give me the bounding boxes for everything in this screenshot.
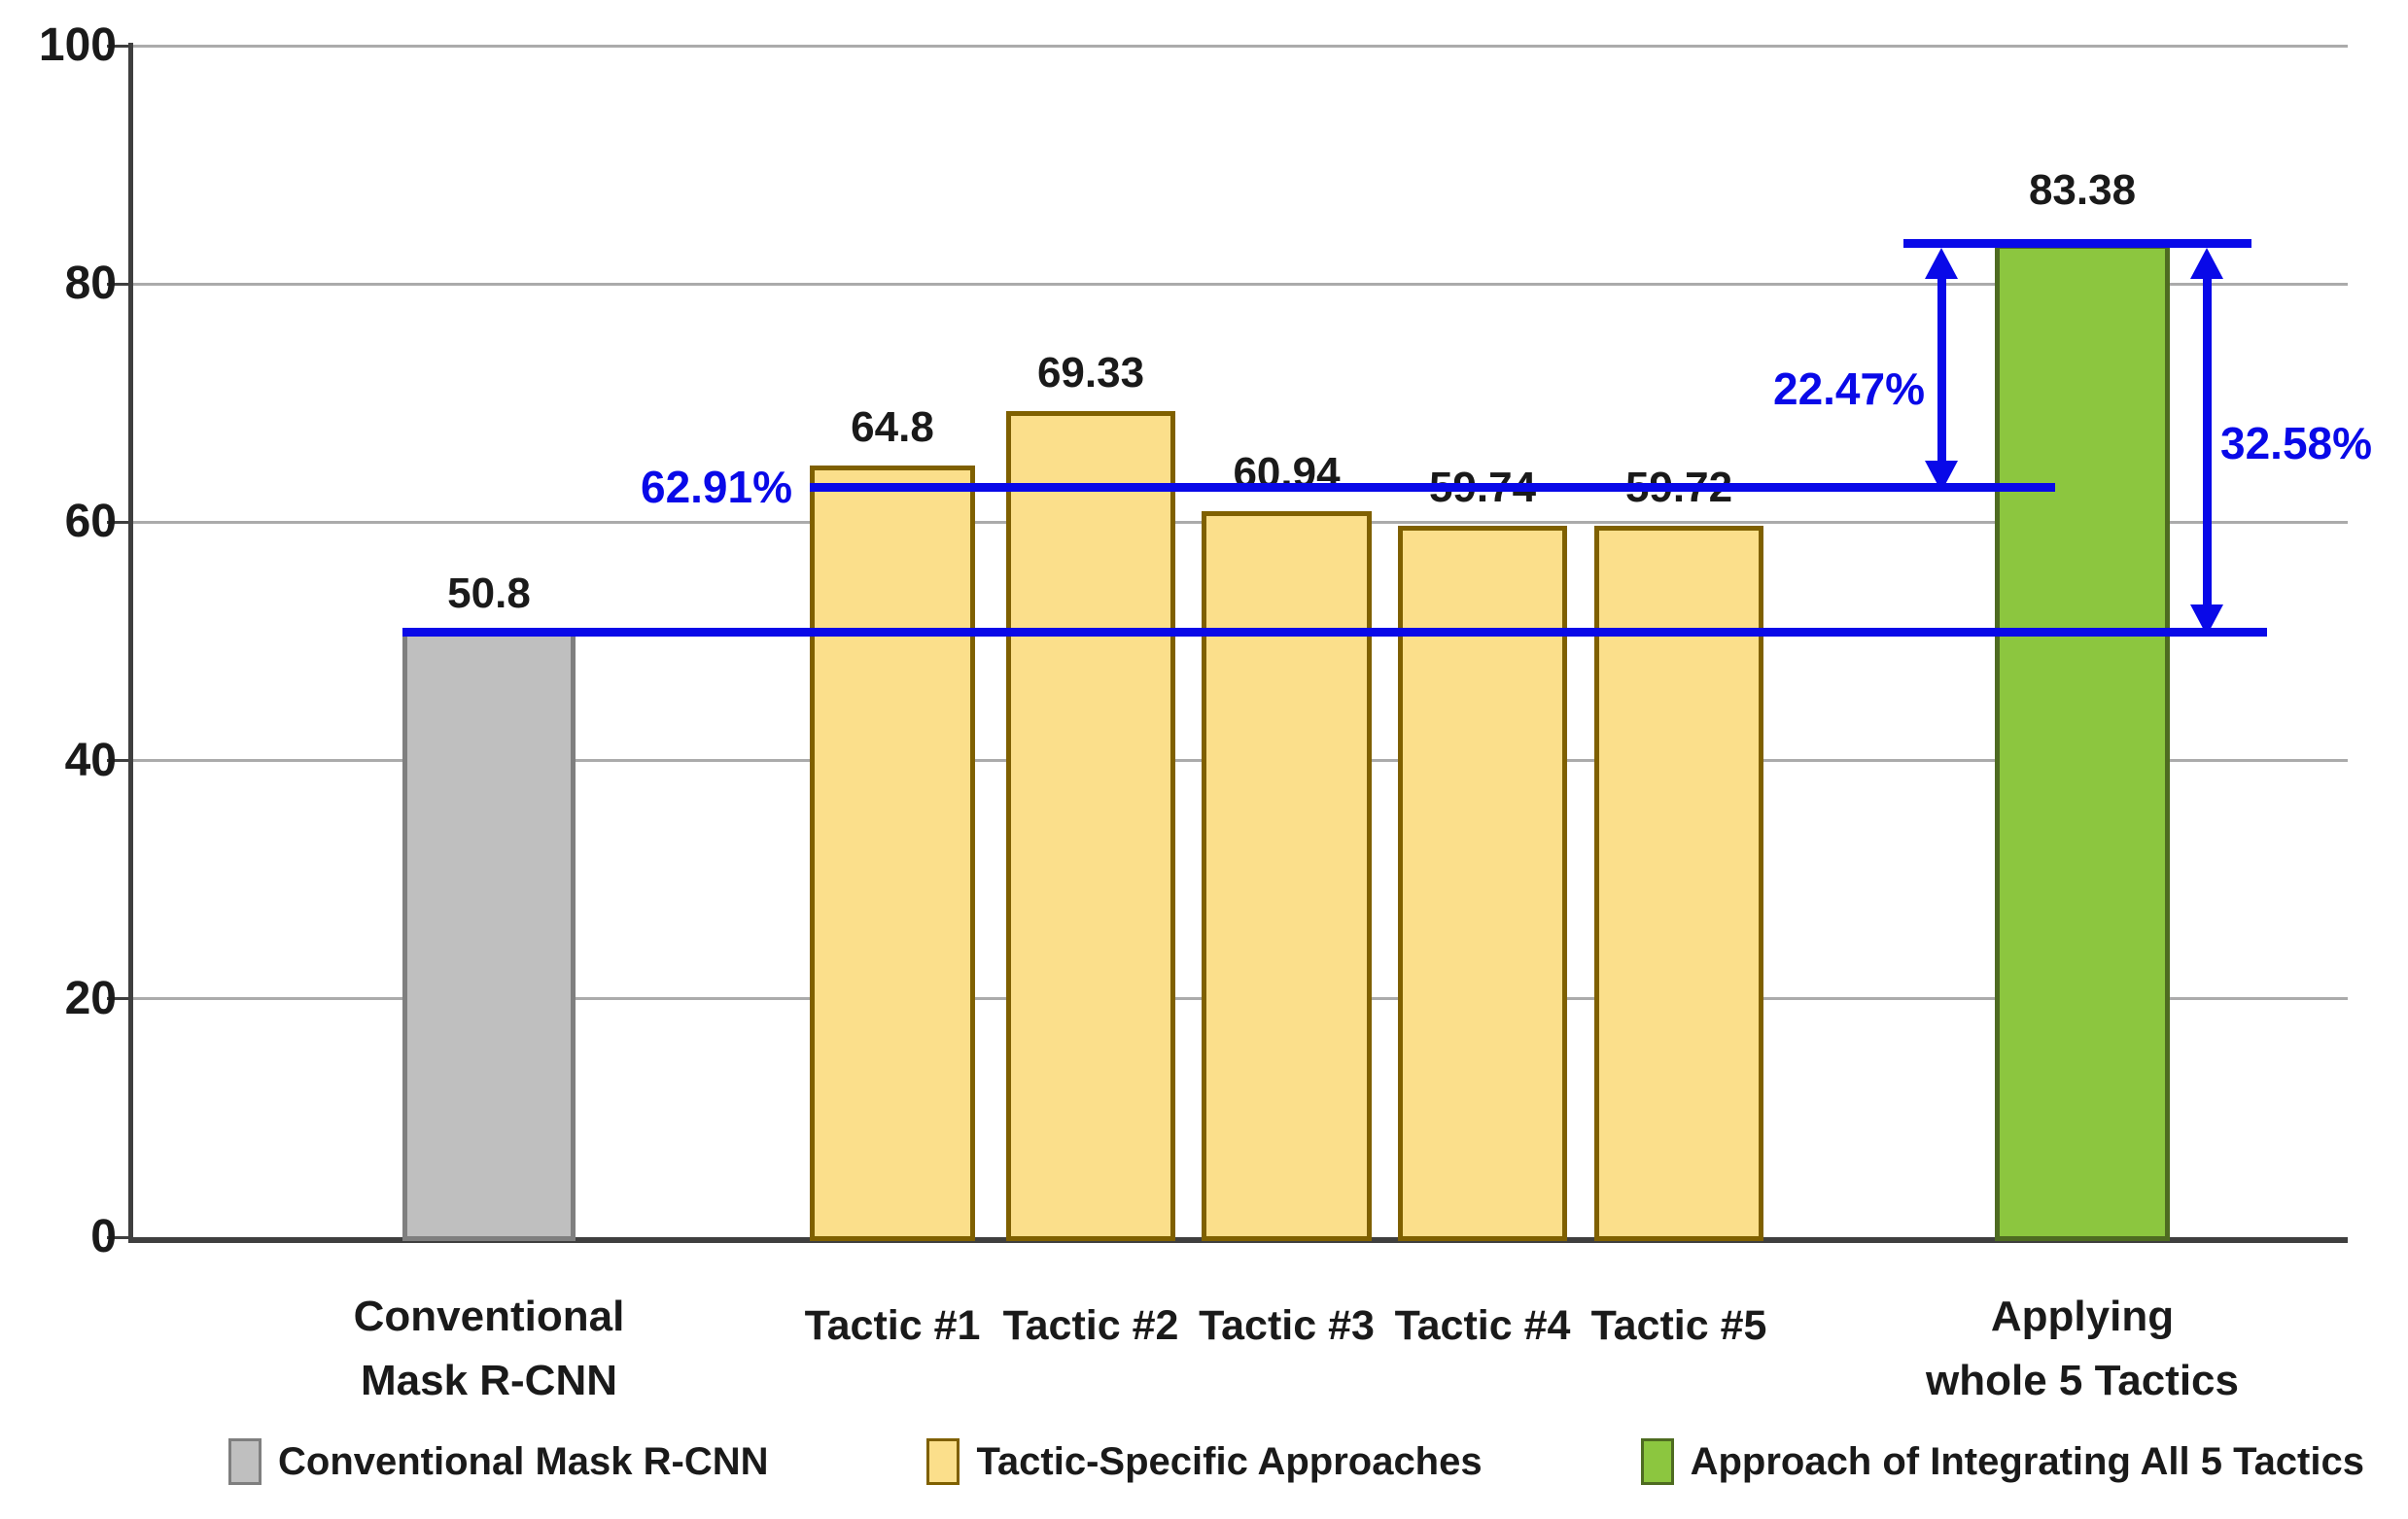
- tactic-average-label: 62.91%: [640, 461, 792, 512]
- tactic-4-bar: [1398, 525, 1567, 1241]
- gain-over-baseline-label: 32.58%: [2220, 418, 2373, 468]
- legend-swatch-approach-of-integrating-all-5-tactics: [1640, 1438, 1674, 1485]
- bar-value-label: 83.38: [2028, 165, 2137, 214]
- y-tick-label-20: 20: [64, 972, 117, 1024]
- gain-over-baseline-arrow-up-arrowhead: [2190, 247, 2223, 279]
- legend-label: Tactic-Specific Approaches: [976, 1440, 1483, 1483]
- integrated-top-level-line: [1903, 239, 2251, 249]
- y-tick-label-0: 0: [90, 1211, 117, 1262]
- x-category-label-conventional: Conventional Mask R-CNN: [353, 1293, 625, 1404]
- legend-item-approach-of-integrating-all-5-tactics: Approach of Integrating All 5 Tactics: [1640, 1436, 2364, 1487]
- tactic-2-bar: [1006, 411, 1175, 1241]
- chart-legend: Conventional Mask R-CNN Tactic-Specific A…: [228, 1436, 2364, 1487]
- legend-swatch-conventional-mask-r-cnn: [228, 1438, 262, 1485]
- y-tick-mark-60: [107, 520, 128, 524]
- applying-bar: [1995, 243, 2170, 1241]
- gridline-100: [128, 44, 2348, 48]
- bar-value-label: 64.8: [851, 402, 934, 451]
- y-tick-mark-100: [107, 44, 128, 48]
- tactic-1-bar: [810, 465, 975, 1241]
- x-category-label-applying: Applying whole 5 Tactics: [1926, 1293, 2239, 1404]
- legend-label: Conventional Mask R-CNN: [278, 1440, 769, 1483]
- gain-over-baseline-arrow-down-arrowhead: [2190, 604, 2223, 637]
- bar-value-label: 69.33: [1036, 349, 1145, 397]
- gain-over-tactics-arrow-up-arrowhead: [1925, 247, 1958, 279]
- y-tick-mark-0: [107, 1235, 128, 1239]
- legend-item-conventional-mask-r-cnn: Conventional Mask R-CNN: [228, 1436, 769, 1487]
- x-category-label-tactic-4: Tactic #4: [1394, 1302, 1571, 1349]
- y-axis-line: [128, 43, 133, 1243]
- y-tick-label-40: 40: [64, 734, 117, 786]
- y-tick-label-60: 60: [64, 496, 117, 548]
- bar-value-label: 50.8: [447, 570, 531, 618]
- x-category-label-tactic-5: Tactic #5: [1590, 1302, 1767, 1349]
- conventional-bar: [402, 632, 576, 1241]
- tactic-3-bar: [1202, 510, 1372, 1241]
- y-tick-mark-40: [107, 759, 128, 763]
- gridline-80: [128, 282, 2348, 286]
- x-category-label-tactic-3: Tactic #3: [1199, 1302, 1375, 1349]
- tactic-5-bar: [1594, 525, 1763, 1241]
- tactic-average-level-line: [810, 483, 2055, 493]
- gain-over-baseline-arrow-shaft: [2202, 264, 2212, 619]
- x-category-label-tactic-1: Tactic #1: [804, 1302, 981, 1349]
- y-tick-label-100: 100: [38, 19, 117, 71]
- y-tick-mark-20: [107, 997, 128, 1001]
- gain-over-tactics-label: 22.47%: [1772, 363, 1925, 414]
- legend-swatch-tactic-specific-approaches: [926, 1438, 960, 1485]
- legend-item-tactic-specific-approaches: Tactic-Specific Approaches: [926, 1436, 1483, 1487]
- baseline-level-line: [402, 627, 2267, 637]
- gain-over-tactics-arrow-shaft: [1937, 264, 1946, 474]
- x-category-label-tactic-2: Tactic #2: [1002, 1302, 1179, 1349]
- legend-label: Approach of Integrating All 5 Tactics: [1690, 1440, 2364, 1483]
- y-tick-mark-80: [107, 282, 128, 286]
- gain-over-tactics-arrow-down-arrowhead: [1925, 460, 1958, 492]
- y-tick-label-80: 80: [64, 258, 117, 310]
